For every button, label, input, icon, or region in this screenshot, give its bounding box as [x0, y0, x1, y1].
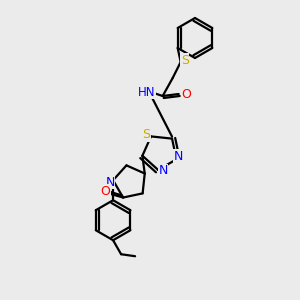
- Text: S: S: [142, 128, 150, 141]
- Text: N: N: [105, 176, 115, 189]
- Text: S: S: [181, 53, 189, 67]
- Text: HN: HN: [138, 85, 155, 98]
- Text: O: O: [182, 88, 192, 100]
- Text: O: O: [100, 185, 110, 198]
- Text: N: N: [174, 150, 183, 163]
- Text: N: N: [158, 164, 168, 177]
